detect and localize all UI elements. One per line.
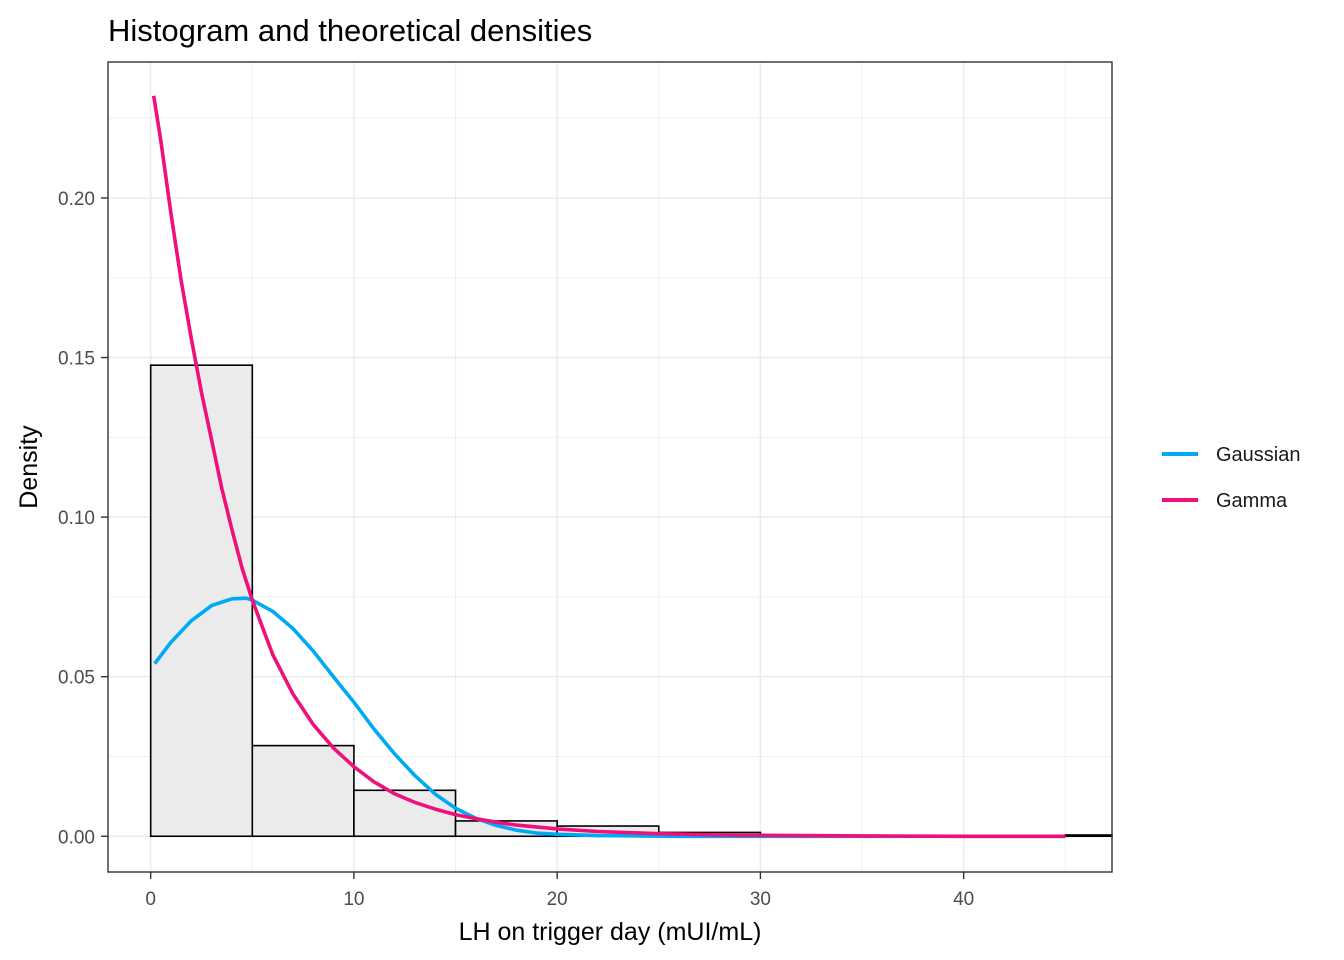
chart-title: Histogram and theoretical densities — [108, 13, 592, 48]
y-tick-label: 0.05 — [58, 668, 95, 689]
y-tick-label: 0.00 — [58, 827, 95, 848]
density-curve-gaussian — [153, 596, 1066, 839]
y-axis: 0.00 0.05 0.10 0.15 0.20 — [58, 189, 108, 848]
histogram-bar — [149, 364, 254, 838]
x-axis-title: LH on trigger day (mUI/mL) — [459, 918, 762, 946]
y-tick-label: 0.15 — [58, 349, 95, 370]
legend: Gaussian Gamma — [1162, 444, 1301, 512]
x-tick-label: 0 — [145, 889, 156, 910]
x-tick-label: 30 — [750, 889, 771, 910]
legend-label-gaussian: Gaussian — [1216, 444, 1301, 466]
y-axis-title: Density — [15, 425, 43, 509]
x-tick-label: 40 — [953, 889, 974, 910]
x-axis: 0 10 20 30 40 — [145, 872, 974, 910]
y-tick-label: 0.20 — [58, 189, 95, 210]
x-tick-label: 10 — [343, 889, 364, 910]
y-tick-label: 0.10 — [58, 508, 95, 529]
histogram-bar — [1064, 834, 1113, 838]
histogram-bars — [149, 364, 1113, 838]
plot-panel — [108, 62, 1112, 872]
x-tick-label: 20 — [547, 889, 568, 910]
density-curve-gamma — [151, 95, 1066, 839]
histogram-bar — [251, 744, 355, 838]
legend-label-gamma: Gamma — [1216, 490, 1288, 512]
plot-border — [107, 61, 1113, 873]
density-curves — [151, 95, 1066, 839]
